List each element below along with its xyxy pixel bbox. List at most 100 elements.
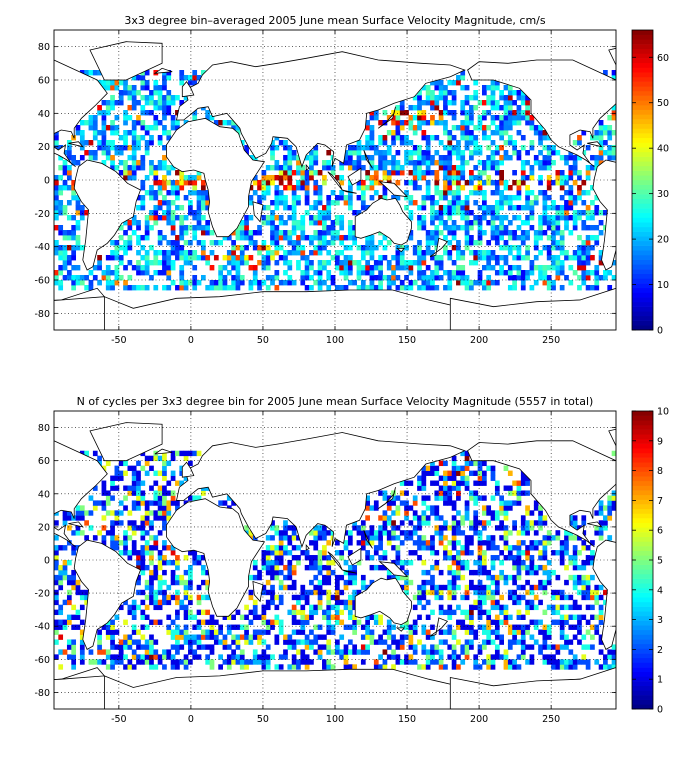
bin-cell: [399, 634, 405, 640]
bin-cell: [451, 520, 457, 526]
bin-cell: [88, 495, 94, 501]
bin-cell: [412, 649, 418, 655]
bin-cell: [373, 110, 379, 116]
bin-cell: [170, 250, 176, 256]
bin-cell: [270, 520, 275, 526]
bin-cell: [464, 545, 470, 551]
bin-cell: [157, 95, 163, 101]
bin-cell: [356, 195, 362, 201]
bin-cell: [529, 619, 535, 625]
bin-cell: [153, 80, 159, 86]
bin-cell: [136, 220, 141, 226]
bin-cell: [481, 205, 487, 211]
colorbar-swatch: [632, 476, 653, 482]
bin-cell: [248, 609, 254, 616]
bin-cell: [473, 260, 479, 266]
bin-cell: [473, 105, 479, 111]
bin-cell: [585, 210, 591, 216]
bin-cell: [149, 619, 154, 625]
bin-cell: [559, 185, 565, 191]
bin-cell: [494, 480, 500, 486]
bin-cell: [425, 95, 431, 101]
bin-cell: [153, 639, 159, 645]
bin-cell: [313, 574, 319, 581]
bin-cell: [404, 560, 409, 566]
bin-cell: [551, 240, 556, 246]
bin-cell: [520, 285, 526, 291]
bin-cell: [598, 260, 604, 266]
bin-cell: [175, 579, 180, 586]
bin-cell: [490, 85, 496, 91]
bin-cell: [75, 220, 81, 226]
bin-cell: [585, 255, 591, 261]
bin-cell: [555, 205, 561, 211]
bin-cell: [322, 659, 327, 665]
bin-cell: [110, 634, 115, 640]
bin-cell: [421, 644, 427, 650]
bin-cell: [97, 634, 102, 640]
bin-cell: [144, 125, 150, 131]
bin-cell: [175, 250, 180, 256]
bin-cell: [386, 569, 392, 576]
bin-cell: [157, 160, 163, 166]
colorbar-swatch: [632, 583, 653, 589]
bin-cell: [226, 624, 232, 630]
bin-cell: [226, 644, 232, 650]
colorbar-tick-label: 8: [657, 466, 663, 477]
bin-cell: [309, 555, 314, 561]
bin-cell: [209, 280, 215, 286]
bin-cell: [123, 540, 128, 546]
bin-cell: [347, 160, 353, 166]
bin-cell: [274, 230, 280, 236]
bin-cell: [101, 115, 107, 121]
bin-cell: [499, 120, 504, 126]
bin-cell: [395, 180, 401, 186]
bin-cell: [66, 589, 72, 596]
bin-cell: [274, 195, 280, 201]
bin-cell: [153, 495, 159, 501]
bin-cell: [291, 170, 297, 176]
bin-cell: [304, 639, 310, 645]
bin-cell: [533, 200, 539, 206]
bin-cell: [425, 150, 431, 156]
bin-cell: [58, 225, 64, 231]
bin-cell: [153, 564, 159, 571]
bin-cell: [205, 659, 211, 665]
bin-cell: [356, 185, 362, 191]
bin-cell: [157, 564, 163, 571]
bin-cell: [326, 649, 332, 655]
bin-cell: [231, 634, 236, 640]
bin-cell: [434, 100, 440, 106]
bin-cell: [140, 550, 146, 556]
bin-cell: [555, 240, 561, 246]
bin-cell: [218, 280, 223, 286]
bin-cell: [118, 100, 124, 106]
bin-cell: [585, 629, 591, 635]
bin-cell: [520, 165, 526, 171]
bin-cell: [525, 185, 530, 191]
bin-cell: [365, 265, 370, 271]
bin-cell: [118, 235, 124, 241]
bin-cell: [335, 614, 340, 620]
bin-cell: [516, 190, 522, 196]
bin-cell: [520, 160, 526, 166]
bin-cell: [322, 564, 327, 571]
bin-cell: [360, 285, 366, 291]
bin-cell: [516, 490, 522, 496]
bin-cell: [451, 569, 457, 576]
coastline: [674, 449, 691, 454]
bin-cell: [590, 200, 595, 206]
bin-cell: [378, 564, 383, 571]
bin-cell: [533, 500, 539, 506]
bin-cell: [386, 160, 392, 166]
bin-cell: [551, 285, 556, 291]
bin-cell: [494, 280, 500, 286]
bin-cell: [131, 230, 137, 236]
bin-cell: [66, 540, 72, 546]
bin-cell: [538, 165, 543, 171]
bin-cell: [313, 270, 319, 276]
bin-cell: [200, 255, 206, 261]
bin-cell: [140, 205, 146, 211]
bin-cell: [499, 215, 504, 221]
bin-cell: [585, 555, 591, 561]
